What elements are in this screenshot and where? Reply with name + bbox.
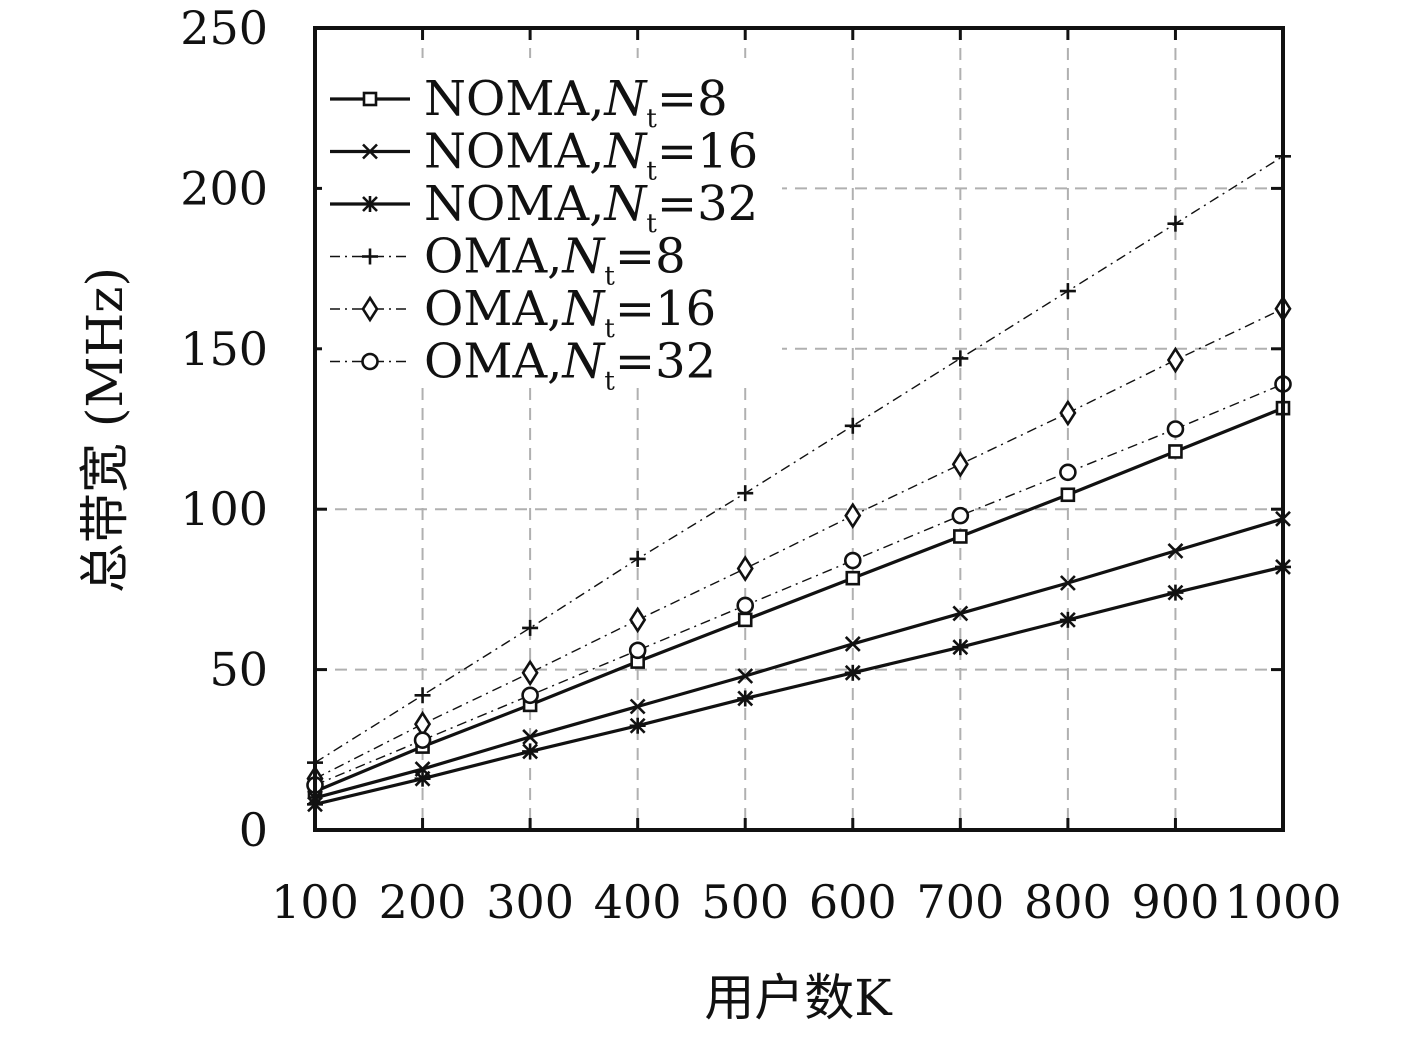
data-point	[1166, 420, 1185, 438]
legend-label: OMA,Nt=32	[424, 334, 716, 397]
series-line	[314, 406, 1284, 793]
x-tick-label: 400	[594, 875, 682, 929]
legend-label: OMA,Nt=8	[424, 229, 686, 292]
plot-frame	[313, 26, 1285, 832]
data-point	[952, 639, 969, 656]
data-point	[844, 664, 861, 681]
x-tick-label: 500	[701, 875, 789, 929]
data-point	[522, 743, 539, 760]
legend-marker	[362, 248, 378, 265]
data-point	[629, 550, 646, 567]
data-point	[844, 636, 861, 652]
data-point	[1059, 575, 1076, 591]
legend-entry: NOMA,Nt=16	[330, 124, 758, 187]
data-point	[736, 555, 754, 582]
data-point	[1167, 584, 1184, 601]
series-line	[314, 517, 1284, 800]
data-point	[414, 770, 431, 787]
legend-background	[322, 58, 782, 388]
data-point	[737, 612, 753, 628]
legend: NOMA,Nt=8NOMA,Nt=16NOMA,Nt=32OMA,Nt=8OMA…	[322, 58, 782, 397]
series-layer	[306, 148, 1292, 813]
data-point	[952, 605, 969, 622]
x-tick-label: 900	[1132, 875, 1220, 929]
series-6	[306, 375, 1292, 794]
data-point	[1059, 399, 1077, 427]
legend-label: OMA,Nt=16	[424, 281, 716, 344]
legend-marker	[361, 352, 379, 371]
data-point	[844, 417, 861, 434]
x-tick-label: 300	[486, 875, 574, 929]
y-tick-label: 250	[180, 1, 268, 55]
y-tick-label: 100	[180, 482, 268, 536]
x-tick-label: 200	[379, 875, 467, 929]
x-tick-label: 600	[809, 875, 897, 929]
data-point	[737, 668, 754, 684]
data-point	[951, 450, 969, 478]
data-point	[952, 350, 969, 367]
data-point	[1059, 283, 1076, 300]
series-line	[314, 565, 1284, 806]
series-2	[307, 510, 1291, 806]
data-point	[951, 506, 970, 525]
data-point	[413, 731, 432, 749]
data-point	[521, 686, 539, 705]
data-point	[1060, 487, 1076, 503]
x-tick-label: 700	[916, 875, 1004, 929]
legend-marker	[362, 196, 378, 212]
data-point	[522, 619, 539, 636]
legend-marker	[362, 91, 378, 107]
data-point	[737, 690, 754, 707]
y-tick-label: 200	[180, 161, 268, 215]
data-point	[629, 717, 646, 734]
series-5	[306, 295, 1292, 793]
x-axis-label: 用户数K	[704, 969, 893, 1027]
series-3	[307, 558, 1291, 813]
data-point	[953, 529, 968, 544]
data-point	[737, 485, 754, 502]
x-tick-label: 100	[271, 875, 359, 929]
legend-label: NOMA,Nt=16	[424, 124, 758, 187]
data-point	[522, 729, 539, 745]
y-tick-label: 0	[239, 803, 268, 857]
data-point	[736, 596, 755, 615]
legend-marker	[362, 143, 378, 160]
series-line	[314, 308, 1284, 780]
series-line	[314, 155, 1284, 764]
data-point	[1059, 611, 1076, 628]
data-point	[1167, 215, 1184, 232]
legend-entry: OMA,Nt=32	[330, 334, 716, 397]
legend-entry: NOMA,Nt=32	[330, 176, 758, 239]
x-tick-label: 1000	[1224, 875, 1341, 929]
legend-label: NOMA,Nt=32	[424, 176, 758, 239]
legend-entry: OMA,Nt=16	[330, 281, 716, 344]
legend-marker	[361, 295, 379, 323]
data-point	[1167, 542, 1184, 559]
data-point	[628, 641, 647, 660]
data-point	[1059, 463, 1077, 482]
legend-entry: NOMA,Nt=8	[330, 71, 728, 134]
legend-entry: OMA,Nt=8	[330, 229, 686, 292]
legend-label: NOMA,Nt=8	[424, 71, 728, 134]
data-point	[414, 687, 431, 704]
data-point	[1166, 346, 1184, 374]
data-point	[521, 659, 539, 687]
y-axis-label: 总带宽 (MHz)	[76, 267, 134, 593]
data-point	[1168, 444, 1183, 459]
data-point	[629, 698, 646, 715]
series-line	[314, 383, 1284, 786]
y-tick-label: 50	[209, 643, 268, 697]
data-point	[629, 606, 647, 634]
data-point	[843, 551, 862, 570]
data-point	[844, 502, 862, 530]
data-point	[845, 570, 861, 586]
x-tick-label: 800	[1024, 875, 1112, 929]
y-tick-label: 150	[180, 322, 268, 376]
ticks: 100 200 300 400 500 600 700 800 900 1000 0 50 100 150…	[180, 1, 1341, 929]
